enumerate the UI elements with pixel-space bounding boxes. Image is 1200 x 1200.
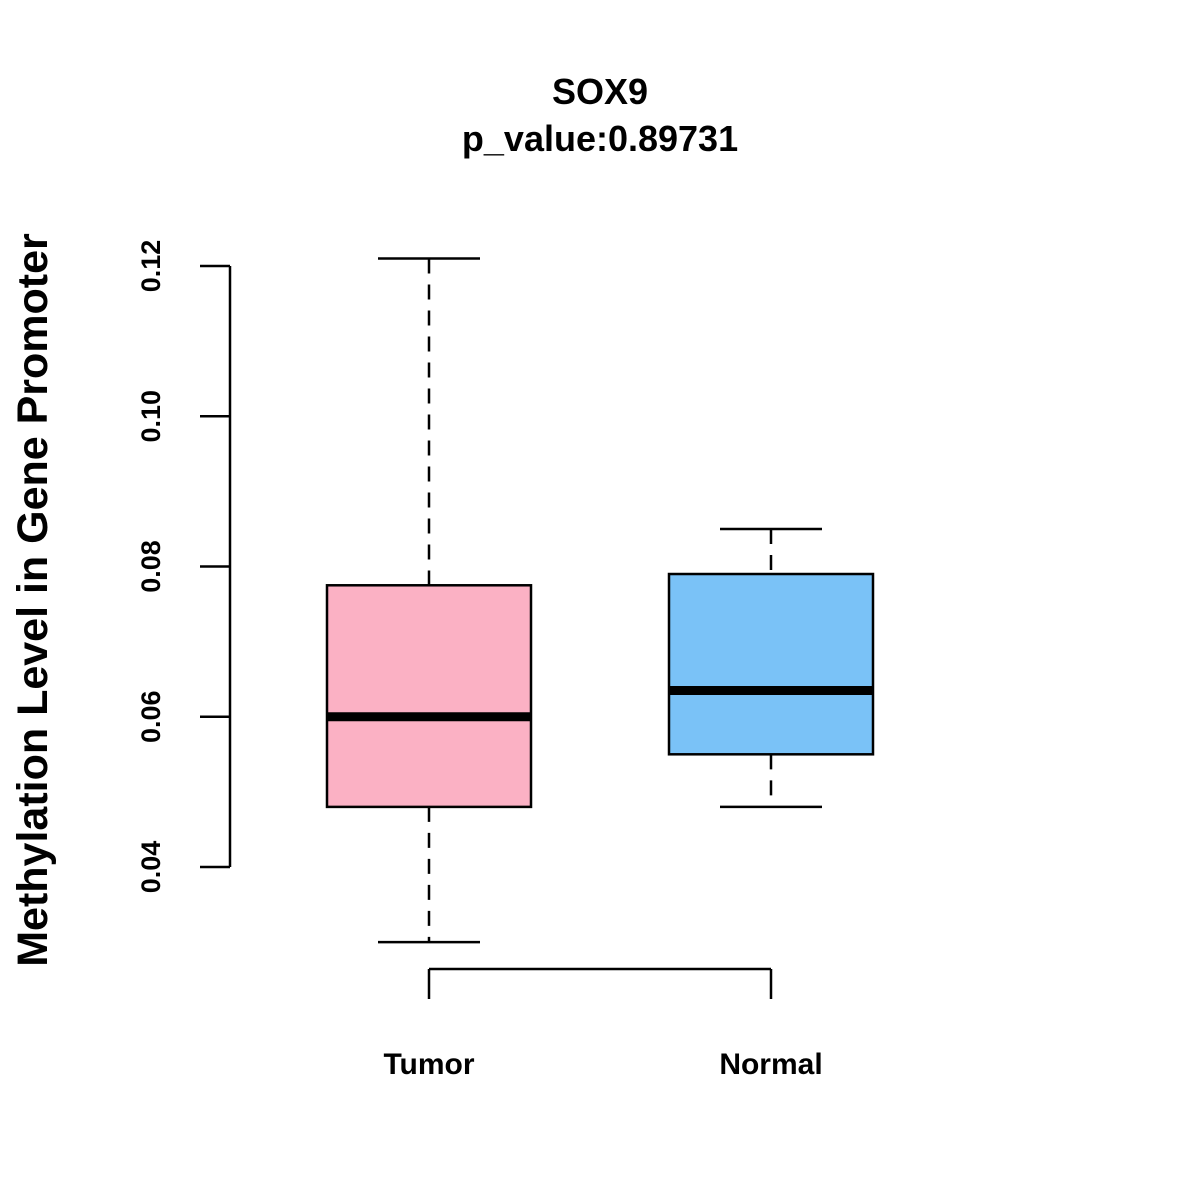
x-category-label: Normal	[719, 1048, 822, 1081]
boxes-group	[325, 257, 875, 944]
box-tumor	[325, 257, 533, 944]
x-axis: Tumor Normal	[383, 967, 823, 1081]
chart-subtitle: p_value:0.89731	[462, 118, 738, 159]
y-tick-label: 0.04	[136, 841, 166, 894]
y-tick-label: 0.08	[136, 540, 166, 593]
y-tick-label: 0.12	[136, 240, 166, 293]
chart-title: SOX9	[552, 71, 648, 112]
x-category-label: Tumor	[383, 1048, 474, 1081]
y-tick-label: 0.06	[136, 690, 166, 743]
box-iqr	[667, 572, 875, 756]
y-axis-label: Methylation Level in Gene Promoter	[9, 233, 57, 967]
y-axis: 0.04 0.06 0.08 0.10 0.12	[136, 240, 232, 894]
box-normal	[667, 527, 875, 809]
y-tick-label: 0.10	[136, 390, 166, 443]
box-iqr	[325, 584, 533, 809]
